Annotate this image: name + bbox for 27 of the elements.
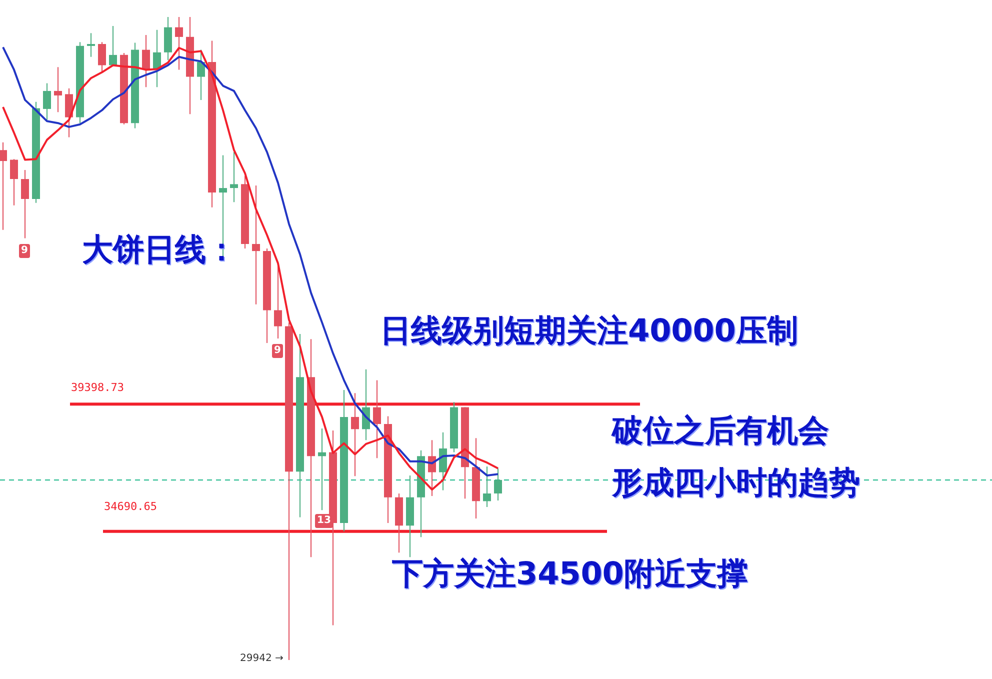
- candlestick: [0, 142, 7, 230]
- candlestick: [87, 32, 95, 58]
- text: 破位之后有机会: [612, 413, 829, 450]
- candlestick: [54, 66, 62, 113]
- candlestick: [98, 42, 106, 73]
- candlestick: [230, 152, 238, 203]
- candlestick: [21, 170, 29, 239]
- annotation: 29942 →: [240, 653, 284, 665]
- annotation: 9: [19, 244, 30, 258]
- annotation: 34690.65: [104, 500, 157, 513]
- candlestick: [351, 392, 359, 477]
- candlestick: [10, 158, 18, 206]
- annotation: 39398.73: [71, 381, 124, 394]
- candlestick: [494, 468, 502, 502]
- annotation: 9: [272, 344, 283, 358]
- candlestick: [483, 466, 491, 508]
- annotation: 下方关注34500附近支撑: [392, 556, 748, 594]
- annotation: 日线级别短期关注40000压制: [380, 313, 798, 350]
- annotation: 13: [315, 514, 333, 528]
- candlestick: [109, 26, 117, 66]
- candlestick: [318, 428, 326, 511]
- candlestick: [252, 184, 260, 305]
- candlestick: [175, 16, 183, 70]
- candlestick: [43, 82, 51, 120]
- candlestick: [142, 34, 150, 88]
- candlestick: [373, 380, 381, 459]
- candlestick: [65, 88, 73, 138]
